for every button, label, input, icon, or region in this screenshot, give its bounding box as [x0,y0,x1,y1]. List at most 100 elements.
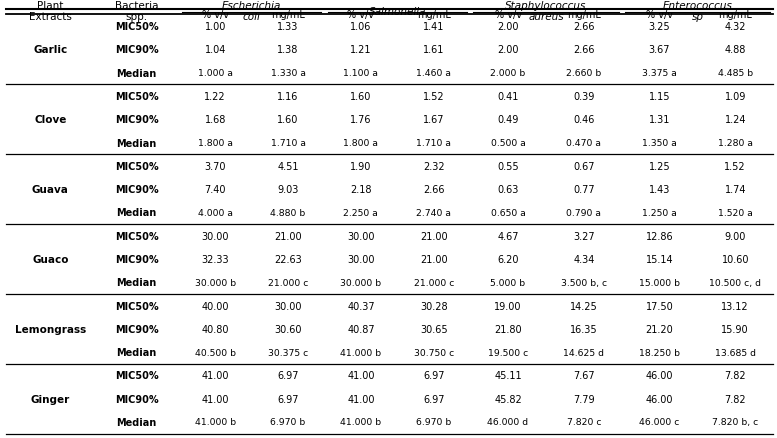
Text: 4.000 a: 4.000 a [197,208,232,217]
Text: 15.000 b: 15.000 b [639,278,680,287]
Text: 1.25: 1.25 [649,162,671,171]
Text: Median: Median [117,138,157,148]
Text: 14.25: 14.25 [570,301,598,311]
Text: 41.00: 41.00 [347,394,375,404]
Text: 0.67: 0.67 [573,162,594,171]
Text: 30.00: 30.00 [201,231,229,241]
Text: 40.80: 40.80 [201,324,229,334]
Text: Enterococcus
sp: Enterococcus sp [663,1,732,22]
Text: mg/mL: mg/mL [567,10,601,19]
Text: 4.67: 4.67 [497,231,519,241]
Text: Garlic: Garlic [33,45,68,55]
Text: 7.40: 7.40 [204,185,226,194]
Text: MIC90%: MIC90% [115,324,159,334]
Text: Bacteria
spp.: Bacteria spp. [115,1,159,22]
Text: 41.000 b: 41.000 b [194,417,235,427]
Text: MIC90%: MIC90% [115,115,159,125]
Text: 2.000 b: 2.000 b [490,69,526,78]
Text: 1.43: 1.43 [649,185,671,194]
Text: 0.650 a: 0.650 a [490,208,525,217]
Text: 40.87: 40.87 [347,324,375,334]
Text: 1.06: 1.06 [350,22,371,32]
Text: 30.000 b: 30.000 b [340,278,382,287]
Text: 1.22: 1.22 [204,92,226,102]
Text: 13.685 d: 13.685 d [715,348,756,357]
Text: 19.00: 19.00 [494,301,522,311]
Text: 46.000 d: 46.000 d [487,417,528,427]
Text: 4.880 b: 4.880 b [270,208,305,217]
Text: 5.000 b: 5.000 b [490,278,525,287]
Text: Salmonella: Salmonella [368,7,426,17]
Text: MIC50%: MIC50% [115,92,159,102]
Text: 21.20: 21.20 [646,324,674,334]
Text: 30.65: 30.65 [420,324,448,334]
Text: 2.00: 2.00 [497,22,519,32]
Text: 30.000 b: 30.000 b [194,278,235,287]
Text: 21.80: 21.80 [494,324,522,334]
Text: 21.00: 21.00 [420,254,448,265]
Text: 7.82: 7.82 [724,371,746,381]
Text: 30.28: 30.28 [420,301,448,311]
Text: 1.38: 1.38 [277,45,298,55]
Text: 1.330 a: 1.330 a [270,69,305,78]
Text: 41.00: 41.00 [347,371,375,381]
Text: 1.800 a: 1.800 a [197,139,232,148]
Text: 0.39: 0.39 [573,92,594,102]
Text: 1.67: 1.67 [423,115,444,125]
Text: 0.55: 0.55 [497,162,519,171]
Text: 6.20: 6.20 [497,254,519,265]
Text: 2.660 b: 2.660 b [566,69,601,78]
Text: MIC90%: MIC90% [115,254,159,265]
Text: MIC50%: MIC50% [115,231,159,241]
Text: 0.790 a: 0.790 a [566,208,601,217]
Text: 1.90: 1.90 [350,162,371,171]
Text: 14.625 d: 14.625 d [563,348,605,357]
Text: Median: Median [117,417,157,427]
Text: 9.00: 9.00 [725,231,746,241]
Text: 30.60: 30.60 [274,324,301,334]
Text: 7.820 b, c: 7.820 b, c [713,417,758,427]
Text: Median: Median [117,347,157,357]
Text: 46.00: 46.00 [646,371,673,381]
Text: 4.51: 4.51 [277,162,299,171]
Text: 0.500 a: 0.500 a [490,139,525,148]
Text: 10.500 c, d: 10.500 c, d [709,278,761,287]
Text: 4.32: 4.32 [724,22,746,32]
Text: Median: Median [117,278,157,288]
Text: 46.000 c: 46.000 c [639,417,680,427]
Text: 40.00: 40.00 [201,301,229,311]
Text: 15.14: 15.14 [646,254,674,265]
Text: 1.100 a: 1.100 a [343,69,378,78]
Text: % v/v: % v/v [646,10,673,19]
Text: 3.500 b, c: 3.500 b, c [561,278,607,287]
Text: 2.32: 2.32 [423,162,444,171]
Text: 7.820 c: 7.820 c [566,417,601,427]
Text: 4.485 b: 4.485 b [718,69,753,78]
Text: Escherichia
coli: Escherichia coli [222,1,281,22]
Text: Clove: Clove [34,115,67,125]
Text: 13.12: 13.12 [721,301,749,311]
Text: 0.470 a: 0.470 a [566,139,601,148]
Text: 30.375 c: 30.375 c [268,348,308,357]
Text: 21.00: 21.00 [420,231,448,241]
Text: 1.16: 1.16 [277,92,298,102]
Text: 1.24: 1.24 [724,115,746,125]
Text: 40.500 b: 40.500 b [195,348,235,357]
Text: 1.460 a: 1.460 a [416,69,451,78]
Text: 41.000 b: 41.000 b [340,417,382,427]
Text: 1.710 a: 1.710 a [270,139,305,148]
Text: 2.66: 2.66 [423,185,444,194]
Text: 32.33: 32.33 [201,254,229,265]
Text: 1.15: 1.15 [649,92,671,102]
Text: Median: Median [117,68,157,78]
Text: 6.97: 6.97 [423,371,444,381]
Text: 6.97: 6.97 [423,394,444,404]
Text: 1.68: 1.68 [204,115,226,125]
Text: 15.90: 15.90 [721,324,749,334]
Text: 2.66: 2.66 [573,45,594,55]
Text: 1.60: 1.60 [277,115,298,125]
Text: 1.52: 1.52 [724,162,746,171]
Text: 1.250 a: 1.250 a [642,208,677,217]
Text: 45.11: 45.11 [494,371,522,381]
Text: 22.63: 22.63 [274,254,302,265]
